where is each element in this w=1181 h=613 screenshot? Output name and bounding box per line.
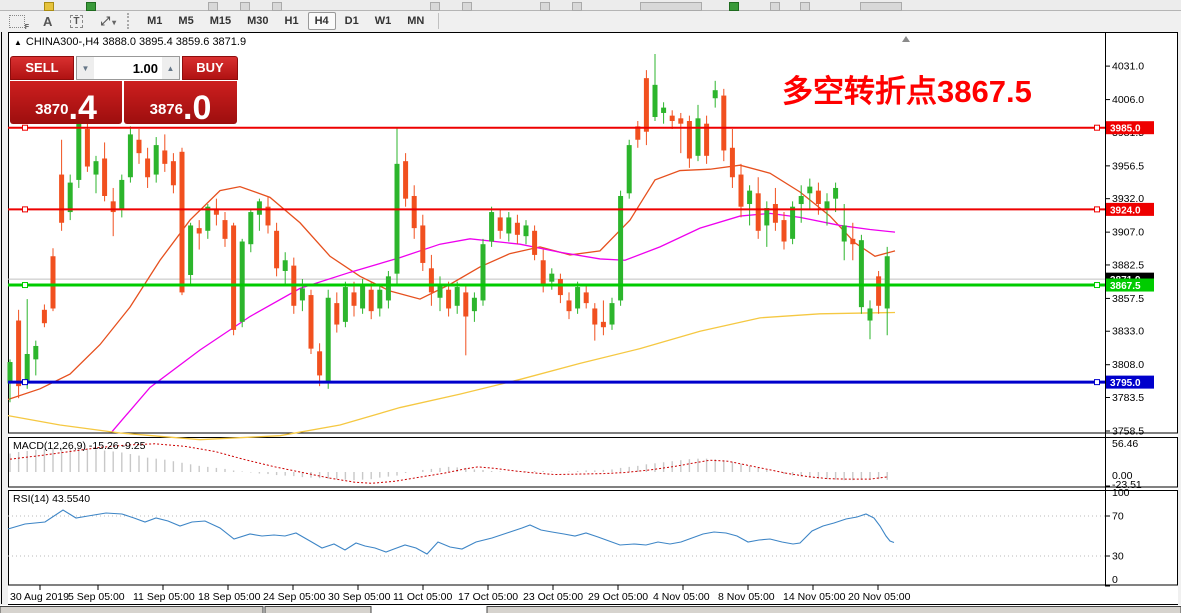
grid-icon[interactable]: F <box>9 14 29 31</box>
main-panel-frame <box>8 32 1178 434</box>
chart-canvas[interactable]: 4031.04006.03981.53956.53932.03907.03882… <box>0 31 1181 613</box>
svg-text:30 Aug 2019: 30 Aug 2019 <box>10 591 69 603</box>
toolbar-fragment-icon <box>208 2 218 11</box>
timeframe-button-MN[interactable]: MN <box>407 15 425 27</box>
svg-text:4006.0: 4006.0 <box>1112 94 1144 106</box>
timeframe-button-M30[interactable]: M30 <box>247 15 269 27</box>
macd-panel-frame <box>8 437 1178 488</box>
svg-text:17 Oct 05:00: 17 Oct 05:00 <box>458 591 518 603</box>
chart-graphics: 4031.04006.03981.53956.53932.03907.03882… <box>0 54 1181 613</box>
crosshair-arrows-icon[interactable]: ⤢ ▾ <box>100 13 117 28</box>
toolbar-fragment-icon <box>430 2 440 11</box>
toolbar-fragment-icon <box>462 2 472 11</box>
timeframe-button-D1[interactable]: D1 <box>344 15 359 27</box>
toolbar-fragment-icon <box>729 2 739 11</box>
svg-text:3857.5: 3857.5 <box>1112 293 1144 305</box>
toolbar-fragment-icon <box>272 2 282 11</box>
svg-text:23 Oct 05:00: 23 Oct 05:00 <box>523 591 583 603</box>
chart-toolbar: F A T ⤢ ▾ M1 M5 M15 M30 H1 H4 D1 W1 MN <box>0 11 1181 31</box>
timeframe-button-H1[interactable]: H1 <box>284 15 299 27</box>
svg-text:3867.5: 3867.5 <box>1110 281 1141 292</box>
svg-text:20 Nov 05:00: 20 Nov 05:00 <box>848 591 911 603</box>
buy-button[interactable]: BUY <box>182 56 238 80</box>
sell-price-main: 3870 <box>35 101 69 118</box>
toolbar-separator <box>438 13 440 29</box>
svg-text:3932.0: 3932.0 <box>1112 193 1144 205</box>
toolbar-fragment-icon <box>240 2 250 11</box>
rsi-label: RSI(14) 43.5540 <box>13 493 90 505</box>
macd-label: MACD(12,26,9) -15.26 -9.25 <box>13 440 146 452</box>
timeframe-bar: M1 M5 M15 M30 H1 H4 D1 W1 MN <box>139 12 432 30</box>
svg-text:3808.0: 3808.0 <box>1112 359 1144 371</box>
letter-a-icon[interactable]: A <box>43 13 53 29</box>
timeframe-button-W1[interactable]: W1 <box>374 15 392 27</box>
timeframe-button-M1[interactable]: M1 <box>147 15 163 27</box>
toolbar-grip[interactable] <box>127 13 133 29</box>
toolbar-fragment-icon <box>640 2 702 11</box>
toolbar-fragment-icon <box>540 2 550 11</box>
svg-text:29 Oct 05:00: 29 Oct 05:00 <box>588 591 648 603</box>
svg-text:3907.0: 3907.0 <box>1112 227 1144 239</box>
symbol-ohlc-text: CHINA300-,H4 3888.0 3895.4 3859.6 3871.9 <box>25 36 247 48</box>
toolbar-fragment-icon <box>800 2 810 11</box>
svg-text:18 Sep 05:00: 18 Sep 05:00 <box>198 591 261 603</box>
sell-price-pips: .4 <box>68 88 97 127</box>
svg-text:11 Oct 05:00: 11 Oct 05:00 <box>393 591 453 603</box>
chart-shift-marker[interactable] <box>902 36 910 42</box>
buy-price-box[interactable]: 3876.0 <box>124 81 237 127</box>
buy-price-main: 3876 <box>149 101 183 118</box>
rsi-line <box>7 509 895 555</box>
svg-text:3783.5: 3783.5 <box>1112 392 1144 404</box>
clipped-toolbar-row <box>0 0 1181 11</box>
svg-text:-23.51: -23.51 <box>1112 479 1142 491</box>
ma-slow-yellow <box>7 311 896 441</box>
volume-input[interactable] <box>94 57 162 79</box>
svg-text:4 Nov 05:00: 4 Nov 05:00 <box>653 591 710 603</box>
volume-stepper: ▼ ▲ <box>76 56 180 80</box>
timeframe-button-M15[interactable]: M15 <box>209 15 232 27</box>
volume-down-button[interactable]: ▼ <box>77 57 94 79</box>
svg-text:30 Sep 05:00: 30 Sep 05:00 <box>328 591 391 603</box>
toolbar-fragment-icon <box>770 2 780 11</box>
toolbar-fragment-icon <box>572 2 582 11</box>
svg-text:3795.0: 3795.0 <box>1110 378 1141 389</box>
rsi-panel-frame <box>8 490 1178 586</box>
svg-text:100: 100 <box>1112 487 1130 499</box>
svg-text:70: 70 <box>1112 511 1124 523</box>
toolbar-fragment-icon <box>44 2 54 11</box>
svg-text:3882.5: 3882.5 <box>1112 259 1144 271</box>
timeframe-button-M5[interactable]: M5 <box>178 15 194 27</box>
svg-text:11 Sep 05:00: 11 Sep 05:00 <box>133 591 195 603</box>
sell-button[interactable]: SELL <box>10 56 74 80</box>
svg-text:5 Sep 05:00: 5 Sep 05:00 <box>68 591 125 603</box>
dropdown-caret-icon[interactable]: ▾ <box>112 17 117 27</box>
svg-text:56.46: 56.46 <box>1112 438 1138 450</box>
ma-fast-red <box>7 164 896 401</box>
svg-text:3924.0: 3924.0 <box>1110 205 1141 216</box>
svg-text:14 Nov 05:00: 14 Nov 05:00 <box>783 591 846 603</box>
svg-text:30: 30 <box>1112 551 1124 563</box>
toolbar-fragment-icon <box>860 2 902 11</box>
buy-price-pips: .0 <box>183 88 212 127</box>
svg-text:3833.0: 3833.0 <box>1112 326 1144 338</box>
ma-mid-magenta <box>111 212 896 433</box>
svg-text:24 Sep 05:00: 24 Sep 05:00 <box>263 591 326 603</box>
volume-up-button[interactable]: ▲ <box>162 57 179 79</box>
toolbar-fragment-icon <box>86 2 96 11</box>
svg-text:0.00: 0.00 <box>1112 470 1133 482</box>
svg-text:3956.5: 3956.5 <box>1112 160 1144 172</box>
timeframe-button-H4[interactable]: H4 <box>307 12 336 30</box>
svg-text:8 Nov 05:00: 8 Nov 05:00 <box>718 591 775 603</box>
symbol-header: ▲ CHINA300-,H4 3888.0 3895.4 3859.6 3871.… <box>14 36 246 48</box>
collapse-arrow-icon[interactable]: ▲ <box>14 38 22 47</box>
text-label-icon[interactable]: T <box>70 14 83 28</box>
sell-price-box[interactable]: 3870.4 <box>10 81 122 127</box>
svg-text:3758.5: 3758.5 <box>1112 425 1144 437</box>
chart-annotation: 多空转折点3867.5 <box>782 74 1032 109</box>
trade-panel: SELL ▼ ▲ BUY 3870.4 3876.0 <box>10 56 238 127</box>
svg-text:4031.0: 4031.0 <box>1112 61 1144 73</box>
svg-text:3985.0: 3985.0 <box>1110 124 1141 135</box>
svg-text:0: 0 <box>1112 574 1118 586</box>
